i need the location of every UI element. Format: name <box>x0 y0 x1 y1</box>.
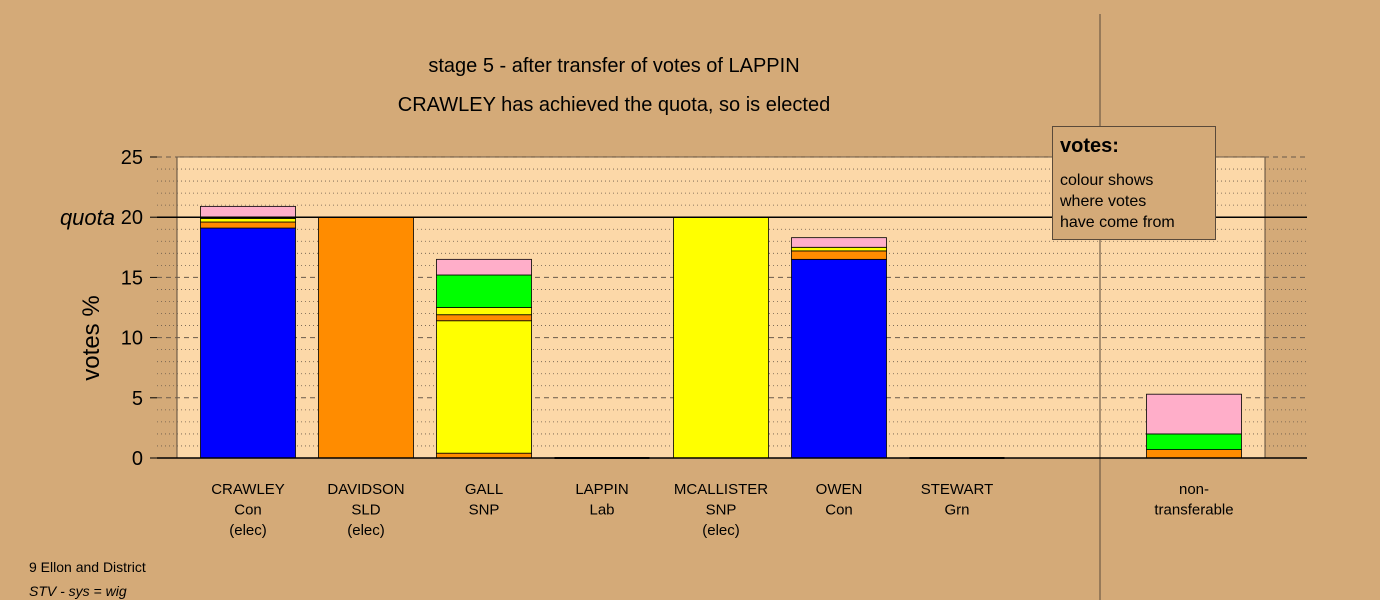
legend-line: where votes <box>1060 193 1147 210</box>
y-tick-label: 20 <box>121 207 143 229</box>
quota-label: quota <box>60 205 115 230</box>
legend-line: have come from <box>1060 214 1175 231</box>
bar-segment <box>673 216 769 459</box>
category-label: Con <box>825 502 853 519</box>
chart-title: stage 5 - after transfer of votes of LAP… <box>428 55 799 77</box>
bar-segment <box>200 218 296 223</box>
category-label: GALL <box>465 481 503 498</box>
y-tick-label: 0 <box>132 448 143 470</box>
bar-segment <box>200 227 296 459</box>
y-tick-label: 25 <box>121 147 143 169</box>
bar-segment <box>791 237 887 248</box>
legend-title: votes: <box>1060 135 1119 157</box>
y-axis-label: votes % <box>78 295 105 380</box>
footer-district: 9 Ellon and District <box>29 559 146 575</box>
nontransferable-label: non- <box>1179 481 1209 498</box>
category-label: SLD <box>351 502 380 519</box>
category-label: SNP <box>469 502 500 519</box>
legend-line: colour shows <box>1060 172 1154 189</box>
bar-segment <box>436 274 532 308</box>
bar-segment <box>791 246 887 252</box>
bar-segment <box>436 314 532 322</box>
footer-system: STV - sys = wig <box>29 583 127 599</box>
bar-segment <box>318 216 414 459</box>
bar-segment <box>791 250 887 260</box>
category-label: (elec) <box>347 522 385 539</box>
bar-segment <box>200 205 296 219</box>
category-label: (elec) <box>702 522 740 539</box>
nontransferable-bar-segment <box>1146 433 1242 450</box>
bar-segment <box>791 258 887 459</box>
category-label: MCALLISTER <box>674 481 768 498</box>
bar-segment <box>436 320 532 454</box>
nontransferable-bar-segment <box>1146 393 1242 435</box>
nontransferable-label: transferable <box>1154 502 1233 519</box>
y-tick-label: 10 <box>121 328 143 350</box>
category-label: DAVIDSON <box>327 481 404 498</box>
category-label: Lab <box>589 502 614 519</box>
category-label: OWEN <box>816 481 863 498</box>
category-label: (elec) <box>229 522 267 539</box>
chart-subtitle: CRAWLEY has achieved the quota, so is el… <box>398 94 830 116</box>
category-label: Con <box>234 502 262 519</box>
bar-segment <box>436 258 532 276</box>
bar-segment <box>200 221 296 229</box>
category-label: STEWART <box>921 481 994 498</box>
y-tick-label: 15 <box>121 267 143 289</box>
category-label: SNP <box>706 502 737 519</box>
nontransferable-bar-segment <box>1146 449 1242 459</box>
y-tick-label: 5 <box>132 388 143 410</box>
bar-segment <box>436 307 532 316</box>
legend: votes: colour shows where votes have com… <box>1052 126 1216 240</box>
category-label: LAPPIN <box>575 481 628 498</box>
category-label: Grn <box>944 502 969 519</box>
category-label: CRAWLEY <box>211 481 285 498</box>
category-labels: CRAWLEY Con (elec) DAVIDSON SLD (elec) GALL SNP… <box>211 481 1233 539</box>
